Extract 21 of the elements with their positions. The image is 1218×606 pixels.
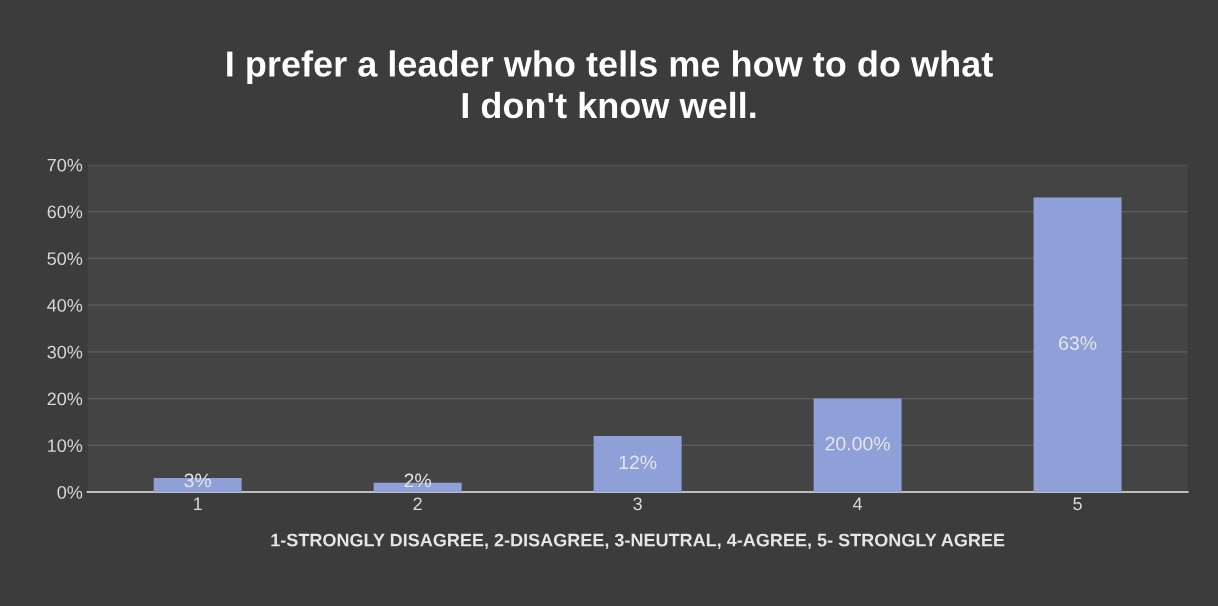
x-tick-label: 3: [633, 497, 642, 511]
y-tick-label: 60%: [47, 205, 83, 219]
x-tick-label: 4: [852, 497, 863, 511]
y-tick-label: 10%: [48, 439, 83, 453]
x-tick-label: 5: [1073, 497, 1082, 511]
chart-title: I prefer a leader who tells me how to do what I don't know well.: [227, 50, 993, 119]
bar: [813, 398, 902, 493]
y-tick-label: 20%: [47, 392, 83, 406]
y-tick-label: 30%: [47, 345, 83, 359]
data-label: 12%: [619, 455, 657, 470]
bar: [593, 435, 682, 493]
y-tick-label: 40%: [47, 299, 83, 312]
x-tick-label: 1: [194, 497, 202, 511]
y-tick-label: 70%: [47, 158, 83, 172]
x-axis-title: 1-STRONGLY DISAGREE, 2-DISAGREE, 3-NEUTRAL, 4-AGREE, 5- STRONGLY AGREE: [271, 533, 1005, 550]
data-label: 63%: [1059, 336, 1097, 351]
bar: [1033, 197, 1122, 493]
y-tick-label: 0%: [57, 486, 83, 499]
data-label: 20.00%: [825, 436, 890, 451]
x-tick-label: 2: [413, 497, 422, 511]
y-tick-label: 50%: [47, 252, 83, 266]
